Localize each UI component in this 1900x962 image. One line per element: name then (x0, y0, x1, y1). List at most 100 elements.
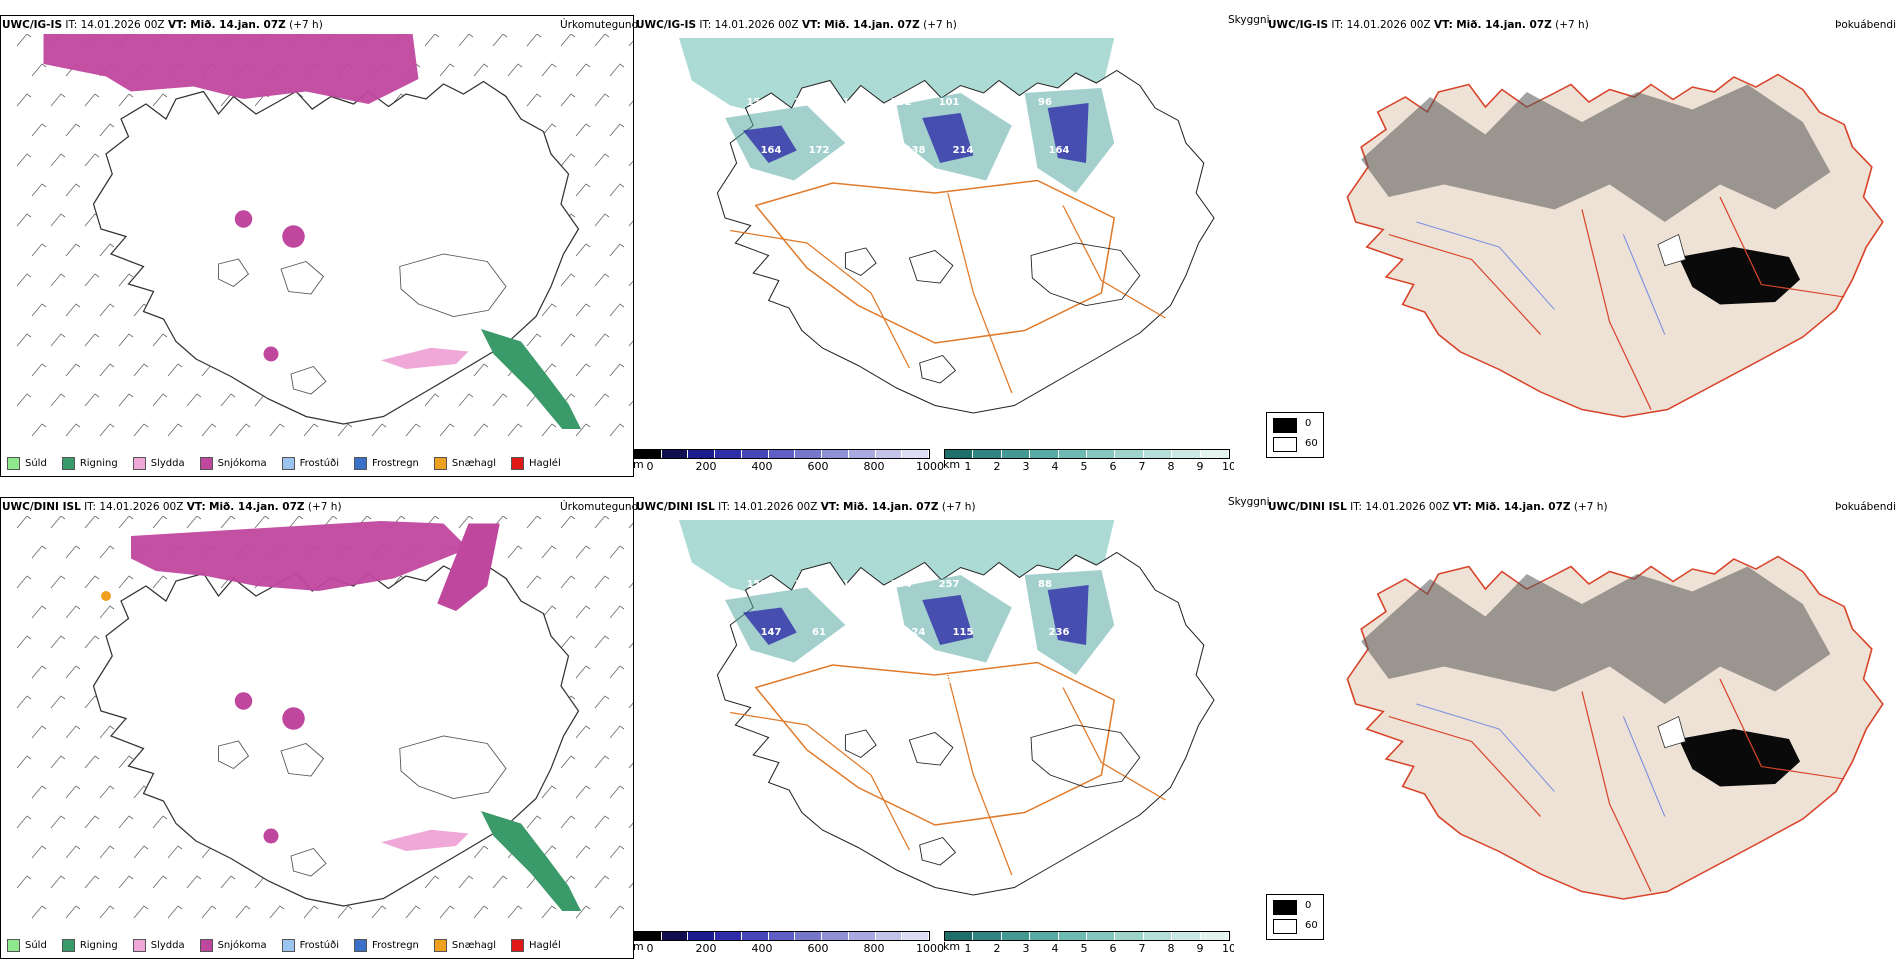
wind-barb (16, 575, 32, 589)
wind-barb (575, 905, 591, 919)
glacier-outline (1030, 724, 1141, 788)
lead-time: (+7 h) (307, 501, 342, 513)
wind-barb (254, 516, 270, 529)
colorbar-ticks: 0 200 400 600 800 1000 (634, 459, 945, 473)
colorbar-ticks: 1 2 3 4 5 6 7 8 9 10 (944, 941, 1235, 955)
wind-barb (31, 423, 47, 437)
colorbar-cell (661, 932, 689, 940)
wind-barb (492, 393, 508, 407)
glacier-outline (919, 354, 957, 384)
colorbar-cell (1143, 450, 1173, 458)
cloud-base-label: 96 (702, 675, 716, 686)
wind-barb (439, 905, 455, 919)
wind-barb (167, 363, 183, 377)
wind-barb (609, 363, 625, 377)
wind-barb (16, 93, 32, 107)
cloud-base-label: 163 (987, 97, 1008, 108)
legend-item: Slydda (132, 939, 185, 952)
wind-barb (50, 273, 66, 287)
wind-barb (526, 333, 542, 347)
clear-patch (1657, 715, 1686, 749)
wind-barb (458, 34, 474, 47)
colorbar-cell (875, 450, 903, 458)
model-name: UWC/DINI ISL (2, 501, 81, 513)
vt-value: Mið. 14.jan. 07Z (1456, 19, 1552, 31)
colorbar-cell (973, 932, 1002, 940)
precip-type-panel: Súld Rigning Slydda Snjókoma Frostúði Frostre… (0, 497, 634, 959)
colorbar-tick: 7 (1138, 460, 1146, 473)
wind-barb (628, 822, 633, 829)
colorbar-cell (973, 450, 1002, 458)
wind-barb (628, 220, 633, 227)
wind-barb (288, 516, 304, 529)
wind-barb (50, 516, 66, 529)
wind-barb (424, 34, 440, 47)
wind-barb (16, 273, 32, 287)
legend-item: Rigning (61, 457, 118, 470)
wind-barb (16, 393, 32, 407)
cloud-base-label: 61 (812, 627, 826, 638)
legend-item: Haglél (511, 457, 561, 470)
wind-barb (84, 93, 100, 107)
vt-label: VT: (801, 19, 821, 31)
road-network (730, 674, 1166, 876)
legend-swatch-black (1273, 900, 1297, 915)
wind-barb (628, 280, 633, 287)
snow-patch (263, 828, 279, 844)
colorbar-cell (1172, 450, 1201, 458)
precip-type-panel: Súld Rigning Slydda Snjókoma Frostúði Frostre… (0, 15, 634, 477)
colorbar-cell (768, 932, 796, 940)
legend-swatch (61, 457, 75, 470)
colorbar-cell (875, 932, 903, 940)
wind-barb (84, 815, 100, 829)
cloud-base-label: 35 (702, 193, 716, 204)
colorbar-strip (634, 449, 930, 459)
colorbar-ticks: 1 2 3 4 5 6 7 8 9 10 (944, 459, 1235, 473)
rain-area (481, 329, 581, 429)
wind-barb (609, 785, 625, 799)
glacier-outline (399, 735, 507, 799)
wind-barb (575, 243, 591, 257)
precip-map (16, 516, 633, 919)
run-info: UWC/IG-IS IT: 14.01.2026 00Z VT: Mið. 14… (2, 19, 323, 31)
snow-area (437, 523, 500, 611)
wind-barb (50, 695, 66, 709)
wind-barb (628, 642, 633, 649)
legend-swatch (7, 939, 20, 952)
wind-barb (492, 875, 508, 889)
fog-indicator-panel (1266, 497, 1900, 957)
cloud-base-label: 147 (761, 627, 782, 638)
colorbar-cell (945, 450, 974, 458)
it-label: IT: (718, 501, 731, 513)
snow-patch (234, 692, 253, 710)
cloud-base-label: 101 (891, 97, 912, 108)
wind-barb (99, 845, 115, 859)
wind-barb (405, 905, 421, 919)
colorbar-tick: 8 (1167, 942, 1175, 955)
wind-barb (594, 635, 610, 649)
snow-area (131, 521, 469, 591)
colorbar-unit: km (943, 940, 961, 953)
fog-title: Þokuábendi (1835, 19, 1896, 31)
wind-barb (84, 516, 100, 529)
wind-barb (439, 423, 455, 437)
wind-barb (424, 393, 440, 407)
cloud-map: 146 154 228 158 101 101 163 96 97 164 172 219 138 214… (679, 38, 1215, 414)
wind-barb (560, 815, 576, 829)
wind-barb (16, 34, 32, 47)
wind-barb (50, 93, 66, 107)
glacier-outline (290, 847, 327, 877)
fog-title: Þokuábendi (1835, 501, 1896, 513)
wind-barb (118, 516, 134, 529)
wind-barb (31, 725, 47, 739)
wind-barb (628, 522, 633, 529)
river-network (1416, 221, 1666, 335)
vt-value: Mið. 14.jan. 07Z (190, 19, 286, 31)
wind-barb (473, 905, 489, 919)
colorbar-tick: 400 (751, 460, 773, 473)
wind-barb (628, 40, 633, 47)
colorbar-tick: 3 (1022, 460, 1030, 473)
wind-barb (473, 423, 489, 437)
road-network (754, 661, 1116, 826)
